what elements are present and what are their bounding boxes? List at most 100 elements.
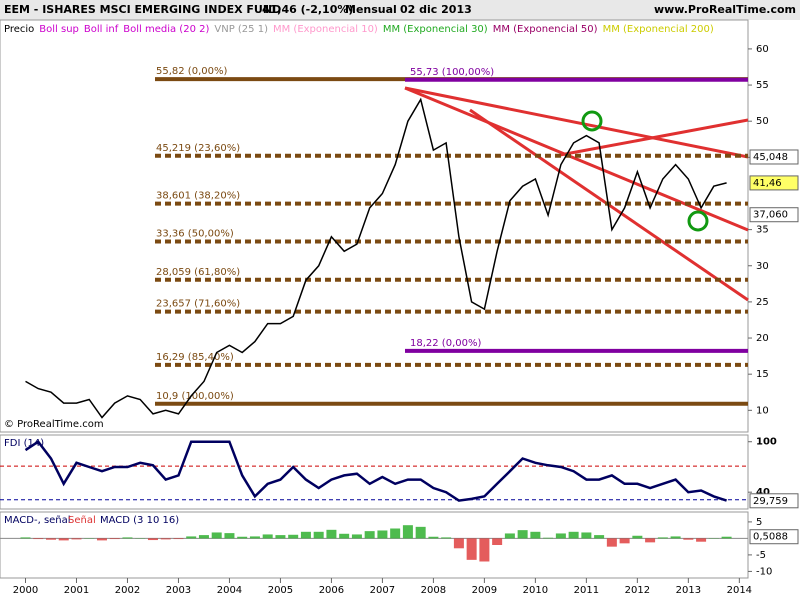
panel-title: MACD-, señal bbox=[4, 515, 71, 526]
signal-circle bbox=[581, 110, 603, 132]
bar bbox=[249, 536, 260, 539]
level-label: 16,29 (85,40%) bbox=[156, 352, 234, 363]
x-tick-label: 2004 bbox=[217, 585, 242, 596]
y-tick-label: 50 bbox=[756, 116, 769, 127]
price-marker bbox=[749, 529, 799, 545]
bar bbox=[351, 534, 362, 539]
x-tick-label: 2009 bbox=[472, 585, 497, 596]
bar bbox=[479, 538, 490, 562]
bar bbox=[441, 537, 452, 539]
panel-title: FDI (14) bbox=[4, 438, 44, 449]
fdi-panel bbox=[0, 434, 749, 510]
x-tick-label: 2014 bbox=[727, 585, 752, 596]
x-tick-label: 2006 bbox=[319, 585, 344, 596]
y-tick-label: 60 bbox=[756, 44, 769, 55]
bar bbox=[71, 538, 82, 540]
bar bbox=[224, 533, 235, 539]
bar bbox=[606, 538, 617, 547]
price-marker-label: 29,759 bbox=[753, 496, 788, 507]
bar bbox=[517, 530, 528, 539]
x-tick-label: 2013 bbox=[676, 585, 701, 596]
bar bbox=[696, 538, 707, 542]
bar bbox=[58, 538, 69, 541]
bar bbox=[670, 536, 681, 539]
bar bbox=[390, 528, 401, 539]
x-tick-label: 2000 bbox=[13, 585, 38, 596]
bar bbox=[721, 536, 732, 539]
period: Mensual bbox=[345, 3, 397, 16]
bar bbox=[619, 538, 630, 544]
bar bbox=[326, 529, 337, 539]
bar bbox=[530, 531, 541, 539]
y-tick-label: 40 bbox=[756, 487, 770, 498]
x-tick-label: 2007 bbox=[370, 585, 395, 596]
indicator-name: Boll media (20 2) bbox=[123, 24, 209, 35]
y-tick-label: -5 bbox=[756, 550, 766, 561]
quote: 41,46 (-2,10%) bbox=[262, 3, 353, 16]
trend-lines bbox=[404, 86, 749, 302]
x-tick-label: 2012 bbox=[625, 585, 650, 596]
bar bbox=[543, 537, 554, 539]
price-marker bbox=[749, 149, 799, 165]
price-panel bbox=[0, 19, 749, 433]
bar bbox=[428, 536, 439, 539]
bar bbox=[147, 538, 158, 541]
macd-panel bbox=[0, 511, 749, 579]
bar bbox=[657, 537, 668, 539]
panel-title: MACD (3 10 16) bbox=[100, 515, 179, 526]
y-tick-label: 100 bbox=[756, 437, 777, 448]
bar bbox=[581, 532, 592, 539]
series-line bbox=[25, 97, 727, 419]
level-label: 18,22 (0,00%) bbox=[410, 338, 481, 349]
indicator-name: MM (Exponencial 10) bbox=[273, 24, 378, 35]
bar bbox=[453, 538, 464, 549]
bar bbox=[313, 531, 324, 539]
bar bbox=[198, 535, 209, 539]
x-tick-label: 2002 bbox=[115, 585, 140, 596]
bar bbox=[186, 536, 197, 539]
bar bbox=[262, 534, 273, 539]
price-marker-label: 45,048 bbox=[753, 152, 788, 163]
y-tick-label: 20 bbox=[756, 333, 769, 344]
y-tick-label: -10 bbox=[756, 566, 772, 577]
y-tick-label: 35 bbox=[756, 225, 769, 236]
bar bbox=[109, 538, 120, 540]
series-line bbox=[24, 440, 727, 502]
bar bbox=[594, 535, 605, 539]
level-label: 45,219 (23,60%) bbox=[156, 143, 240, 154]
price-marker-label: 37,060 bbox=[753, 210, 788, 221]
level-label: 55,73 (100,00%) bbox=[410, 67, 494, 78]
bar bbox=[33, 538, 44, 540]
bar bbox=[415, 526, 426, 539]
y-tick-label: 30 bbox=[756, 261, 769, 272]
trend-line bbox=[404, 86, 749, 232]
bar bbox=[122, 537, 133, 539]
level-label: 33,36 (50,00%) bbox=[156, 228, 234, 239]
copyright: © ProRealTime.com bbox=[4, 419, 104, 430]
bar bbox=[275, 535, 286, 539]
trend-line bbox=[559, 118, 749, 157]
site: www.ProRealTime.com bbox=[654, 3, 796, 16]
bar bbox=[160, 538, 171, 540]
indicator-name: MM (Exponencial 30) bbox=[383, 24, 488, 35]
bar bbox=[288, 534, 299, 539]
level-label: 28,059 (61,80%) bbox=[156, 267, 240, 278]
bar bbox=[339, 533, 350, 539]
indicator-name: Precio bbox=[4, 24, 34, 35]
indicator-name: MM (Exponencial 50) bbox=[493, 24, 598, 35]
y-tick-label: 15 bbox=[756, 369, 769, 380]
signal-circle bbox=[687, 210, 709, 232]
indicator-name: Boll sup bbox=[39, 24, 79, 35]
price-marker-label: 0,5088 bbox=[753, 532, 788, 543]
bar bbox=[683, 538, 694, 540]
bar bbox=[20, 537, 31, 539]
bar bbox=[45, 538, 56, 540]
bar bbox=[568, 531, 579, 539]
level-label: 55,82 (0,00%) bbox=[156, 66, 227, 77]
price-marker-label: 41,46 bbox=[753, 178, 782, 189]
x-tick-label: 2010 bbox=[523, 585, 548, 596]
bar bbox=[632, 535, 643, 539]
bar bbox=[555, 533, 566, 539]
